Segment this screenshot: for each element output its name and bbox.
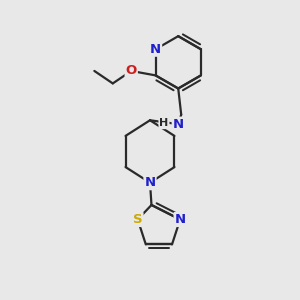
Text: N: N bbox=[173, 118, 184, 130]
Text: N: N bbox=[144, 176, 156, 189]
Text: H: H bbox=[159, 118, 169, 128]
Text: N: N bbox=[150, 43, 161, 56]
Text: S: S bbox=[133, 213, 142, 226]
Text: O: O bbox=[126, 64, 137, 77]
Text: N: N bbox=[175, 213, 186, 226]
